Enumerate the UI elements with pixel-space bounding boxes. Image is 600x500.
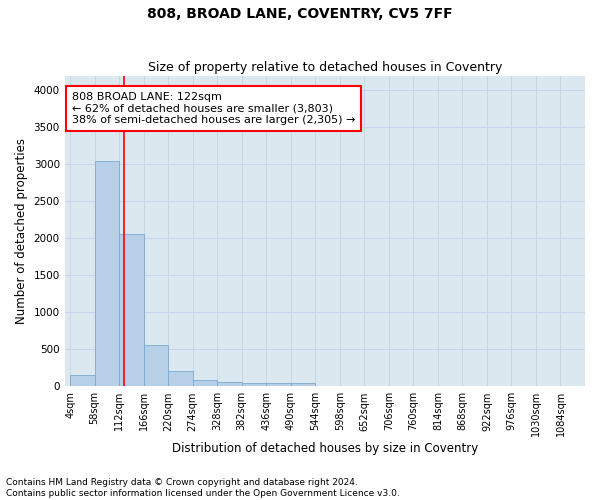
Bar [70,375,95,386]
Bar [291,383,315,386]
Bar [217,382,242,386]
Bar [143,345,168,387]
X-axis label: Distribution of detached houses by size in Coventry: Distribution of detached houses by size … [172,442,478,455]
Bar [95,160,119,386]
Text: 808 BROAD LANE: 122sqm
← 62% of detached houses are smaller (3,803)
38% of semi-: 808 BROAD LANE: 122sqm ← 62% of detached… [72,92,355,125]
Y-axis label: Number of detached properties: Number of detached properties [15,138,28,324]
Text: 808, BROAD LANE, COVENTRY, CV5 7FF: 808, BROAD LANE, COVENTRY, CV5 7FF [147,8,453,22]
Bar [266,383,291,386]
Bar [193,380,217,386]
Text: Contains HM Land Registry data © Crown copyright and database right 2024.
Contai: Contains HM Land Registry data © Crown c… [6,478,400,498]
Bar [168,371,193,386]
Bar [119,234,143,386]
Bar [242,382,266,386]
Title: Size of property relative to detached houses in Coventry: Size of property relative to detached ho… [148,62,502,74]
